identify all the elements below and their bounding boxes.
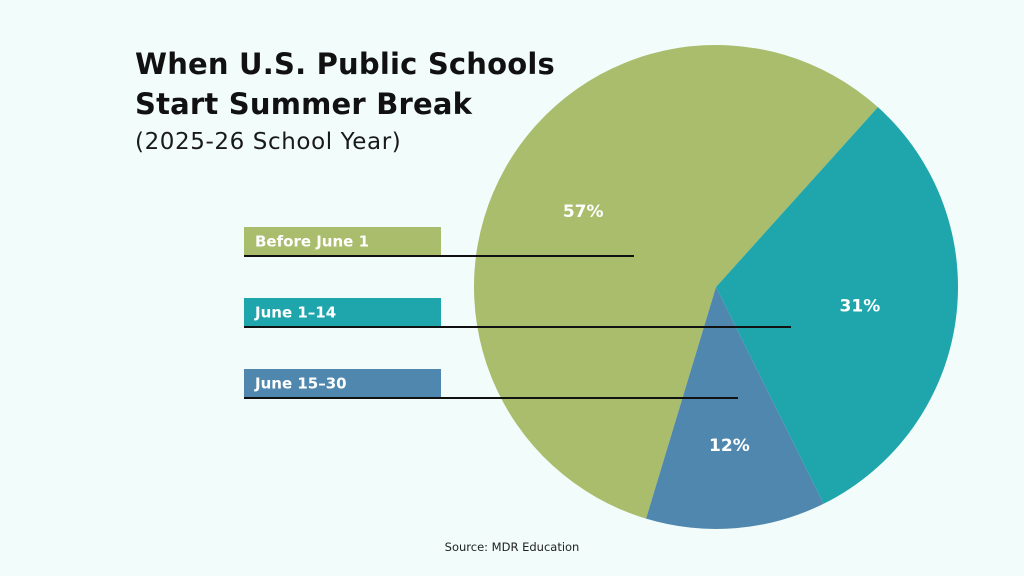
legend: Before June 1 June 1–14 June 15–30 [244,227,791,399]
slice-value-label-1: 57% [563,202,604,222]
pie-slice-2 [716,107,958,504]
legend-swatch-3 [244,369,441,397]
title-block: When U.S. Public Schools Start Summer Br… [135,44,575,158]
pie-slice-1 [473,44,878,519]
chart-title-line-1: When U.S. Public Schools [135,47,556,81]
slice-value-label-2: 31% [840,297,881,317]
legend-label-3: June 15–30 [254,375,347,393]
legend-swatch-1 [244,227,441,255]
source-note: Source: MDR Education [444,540,580,554]
legend-swatch-2 [244,298,441,326]
legend-label-2: June 1–14 [254,304,336,322]
legend-label-1: Before June 1 [255,233,369,251]
pie-slice-3 [646,287,824,529]
chart-title-line-2: Start Summer Break [135,87,473,121]
slice-labels: 57% 31% 12% [563,202,880,456]
chart-subtitle: (2025-26 School Year) [135,129,402,155]
pie-slices [473,44,958,529]
slice-value-label-3: 12% [709,436,750,456]
